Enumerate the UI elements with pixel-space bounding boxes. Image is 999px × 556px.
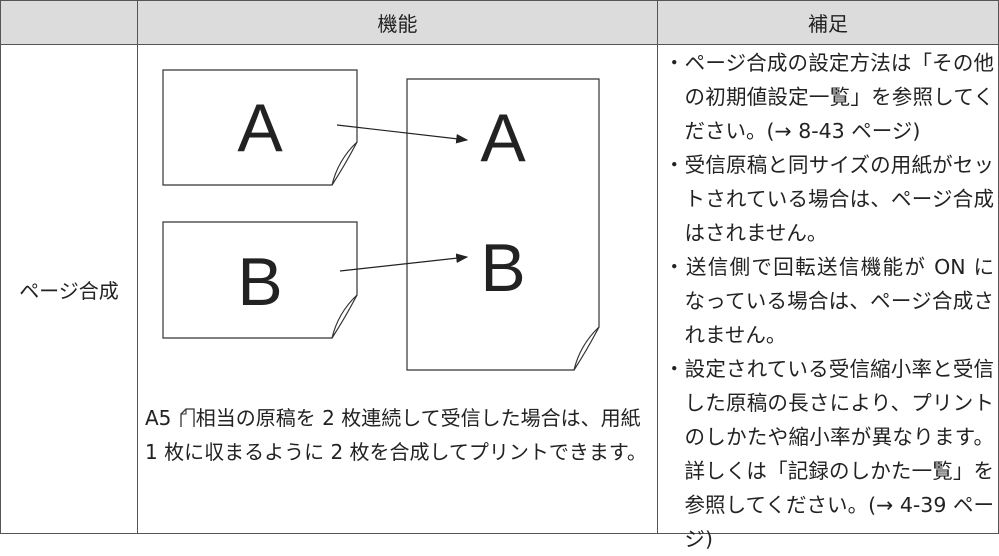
note: ・設定されている受信縮小率と受信した原稿の長さにより、プリントのしかたや縮小率が… xyxy=(664,357,994,551)
diagram: A B A B xyxy=(162,69,600,371)
caption-prefix: A5 xyxy=(145,406,172,430)
page-letter: A xyxy=(480,100,526,176)
paper-icon xyxy=(180,408,195,427)
header-cell xyxy=(0,0,138,45)
page-fold xyxy=(331,294,358,339)
caption-text: 相当の原稿を 2 枚連続して受信した場合は、用紙 1 枚に収まるように 2 枚を… xyxy=(145,406,647,464)
page-letter: B xyxy=(237,244,282,320)
notes: ・ページ合成の設定方法は「その他の初期値設定一覧」を参照してください。(→ 8-… xyxy=(664,46,994,556)
note: ・ページ合成の設定方法は「その他の初期値設定一覧」を参照してください。(→ 8-… xyxy=(664,51,994,143)
caption: A5 相当の原稿を 2 枚連続して受信した場合は、用紙 1 枚に収まるように 2… xyxy=(145,401,650,469)
page-letter: A xyxy=(237,90,283,166)
page-fold xyxy=(331,141,358,186)
note: ・送信側で回転送信機能が ON になっている場合は、ページ合成されません。 xyxy=(664,255,994,347)
header-cell: 補足 xyxy=(657,0,999,45)
note: ・受信原稿と同サイズの用紙がセットされている場合は、ページ合成はされません。 xyxy=(664,153,994,245)
header-cell: 機能 xyxy=(137,0,658,45)
arrow xyxy=(339,253,469,272)
page-letter: B xyxy=(480,230,525,306)
arrow xyxy=(336,124,469,144)
page-fold xyxy=(573,326,600,371)
